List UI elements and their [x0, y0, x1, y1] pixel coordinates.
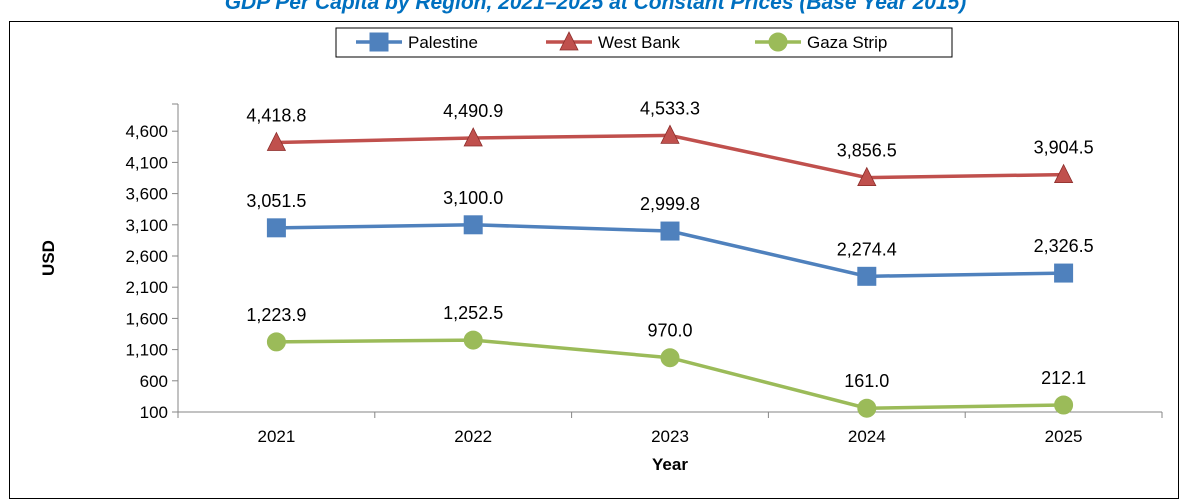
data-point-west-bank [463, 127, 483, 147]
y-tick-label: 2,600 [125, 247, 168, 266]
x-tick-label: 2021 [257, 427, 295, 446]
data-point-gaza-strip [1054, 395, 1074, 415]
data-label-palestine: 3,051.5 [246, 191, 306, 211]
data-label-palestine: 3,100.0 [443, 188, 503, 208]
legend-marker-gaza-strip [768, 32, 788, 52]
y-tick-label: 100 [140, 403, 168, 422]
data-point-west-bank [266, 131, 287, 151]
legend-box [335, 27, 953, 58]
data-point-palestine [266, 218, 286, 238]
y-tick-label: 600 [140, 372, 168, 391]
x-tick-label: 2023 [651, 427, 689, 446]
data-label-west-bank: 3,856.5 [837, 141, 897, 161]
data-label-gaza-strip: 970.0 [647, 321, 692, 341]
data-label-gaza-strip: 1,252.5 [443, 303, 503, 323]
data-point-palestine [660, 221, 680, 241]
data-point-gaza-strip [266, 332, 286, 352]
y-tick-label: 2,100 [125, 278, 168, 297]
y-tick-label: 3,600 [125, 185, 168, 204]
data-label-gaza-strip: 212.1 [1041, 368, 1086, 388]
y-tick-label: 1,600 [125, 309, 168, 328]
data-label-west-bank: 4,533.3 [640, 98, 700, 118]
chart-title: GDP Per Capita by Region, 2021–2025 at C… [224, 0, 967, 14]
x-tick-label: 2022 [454, 427, 492, 446]
data-point-west-bank [1053, 163, 1074, 183]
line-chart: 100 600 1,100 1,600 2,100 2,600 3,100 3,600 4,10… [39, 27, 1163, 474]
data-label-west-bank: 4,490.9 [443, 101, 503, 121]
x-tick-label: 2025 [1045, 427, 1083, 446]
data-point-gaza-strip [463, 330, 483, 350]
y-tick-label: 1,100 [125, 341, 168, 360]
data-point-palestine [1054, 263, 1074, 283]
chart-frame: 100 600 1,100 1,600 2,100 2,600 3,100 3,600 4,10… [9, 21, 1179, 499]
data-point-palestine [463, 215, 483, 235]
y-tick-label: 4,600 [125, 122, 168, 141]
y-axis-title: USD [39, 240, 58, 276]
data-point-west-bank [857, 166, 877, 186]
data-point-palestine [857, 266, 877, 286]
data-point-west-bank [660, 124, 680, 144]
data-label-west-bank: 4,418.8 [246, 106, 306, 126]
data-label-gaza-strip: 1,223.9 [246, 305, 306, 325]
legend-label-gaza-strip: Gaza Strip [807, 33, 887, 52]
data-point-gaza-strip [660, 348, 680, 368]
data-label-west-bank: 3,904.5 [1034, 138, 1094, 158]
y-tick-label: 3,100 [125, 216, 168, 235]
legend-label-west-bank: West Bank [598, 33, 680, 52]
y-tick-label: 4,100 [125, 153, 168, 172]
x-axis-title: Year [652, 455, 688, 474]
data-point-gaza-strip [857, 398, 877, 418]
legend-marker-palestine [369, 32, 389, 52]
legend-label-palestine: Palestine [408, 33, 478, 52]
data-label-palestine: 2,999.8 [640, 194, 700, 214]
data-label-palestine: 2,326.5 [1034, 236, 1094, 256]
data-label-gaza-strip: 161.0 [844, 371, 889, 391]
x-tick-label: 2024 [848, 427, 886, 446]
legend-marker-west-bank [559, 31, 579, 51]
data-label-palestine: 2,274.4 [837, 239, 897, 259]
